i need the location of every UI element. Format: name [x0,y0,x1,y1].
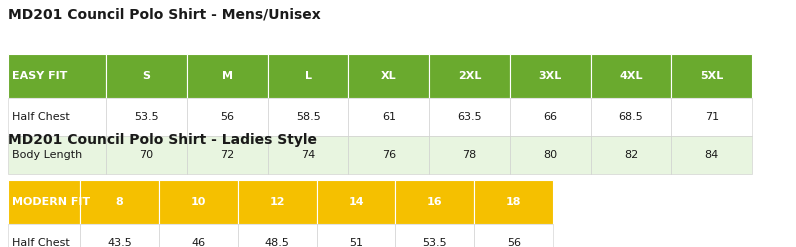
Bar [187,136,267,174]
Text: 16: 16 [427,197,443,207]
Text: 58.5: 58.5 [295,112,321,122]
Bar [238,224,317,247]
Bar [349,136,429,174]
Bar [106,136,187,174]
Bar [510,136,591,174]
Bar [396,180,474,224]
Text: 82: 82 [624,150,638,160]
Text: 76: 76 [382,150,396,160]
Text: 56: 56 [220,112,234,122]
Bar [106,54,187,98]
Bar [429,98,510,136]
Text: 68.5: 68.5 [618,112,643,122]
Text: MODERN FIT: MODERN FIT [12,197,90,207]
Text: 18: 18 [506,197,521,207]
Text: L: L [305,71,311,81]
Text: 56: 56 [507,238,521,247]
Bar [8,224,80,247]
Bar [349,98,429,136]
Text: MD201 Council Polo Shirt - Mens/Unisex: MD201 Council Polo Shirt - Mens/Unisex [8,7,321,21]
Bar [238,180,317,224]
Text: MD201 Council Polo Shirt - Ladies Style: MD201 Council Polo Shirt - Ladies Style [8,133,317,147]
Text: 72: 72 [220,150,235,160]
Bar [396,224,474,247]
Bar [474,224,553,247]
Bar [159,180,238,224]
Bar [106,98,187,136]
Bar [591,136,672,174]
Text: 8: 8 [115,197,123,207]
Text: 61: 61 [382,112,396,122]
Text: 43.5: 43.5 [107,238,132,247]
Text: 53.5: 53.5 [423,238,447,247]
Text: Half Chest: Half Chest [12,238,70,247]
Text: 51: 51 [349,238,363,247]
Text: 48.5: 48.5 [265,238,290,247]
Bar [8,180,80,224]
Bar [159,224,238,247]
Bar [672,136,752,174]
Text: 4XL: 4XL [619,71,643,81]
Bar [8,54,106,98]
Bar [591,54,672,98]
Text: 71: 71 [704,112,719,122]
Bar [672,98,752,136]
Text: M: M [222,71,233,81]
Bar [317,224,396,247]
Bar [267,54,349,98]
Text: 10: 10 [190,197,206,207]
Text: EASY FIT: EASY FIT [12,71,68,81]
Text: 78: 78 [462,150,477,160]
Bar [317,180,396,224]
Text: 2XL: 2XL [458,71,482,81]
Bar [349,54,429,98]
Bar [429,136,510,174]
Text: S: S [142,71,150,81]
Bar [672,54,752,98]
Text: 66: 66 [544,112,557,122]
Bar [80,180,159,224]
Text: 63.5: 63.5 [457,112,482,122]
Text: 12: 12 [269,197,285,207]
Text: 14: 14 [348,197,364,207]
Bar [510,98,591,136]
Text: 53.5: 53.5 [135,112,159,122]
Text: Half Chest: Half Chest [12,112,70,122]
Bar [187,98,267,136]
Text: XL: XL [381,71,396,81]
Bar [187,54,267,98]
Bar [8,136,106,174]
Text: 3XL: 3XL [539,71,562,81]
Text: 46: 46 [191,238,205,247]
Text: 74: 74 [301,150,315,160]
Text: Body Length: Body Length [12,150,82,160]
Text: 5XL: 5XL [700,71,724,81]
Bar [510,54,591,98]
Bar [267,98,349,136]
Bar [429,54,510,98]
Bar [591,98,672,136]
Bar [474,180,553,224]
Bar [8,98,106,136]
Text: 70: 70 [139,150,154,160]
Bar [267,136,349,174]
Text: 84: 84 [704,150,719,160]
Bar [80,224,159,247]
Text: 80: 80 [544,150,557,160]
